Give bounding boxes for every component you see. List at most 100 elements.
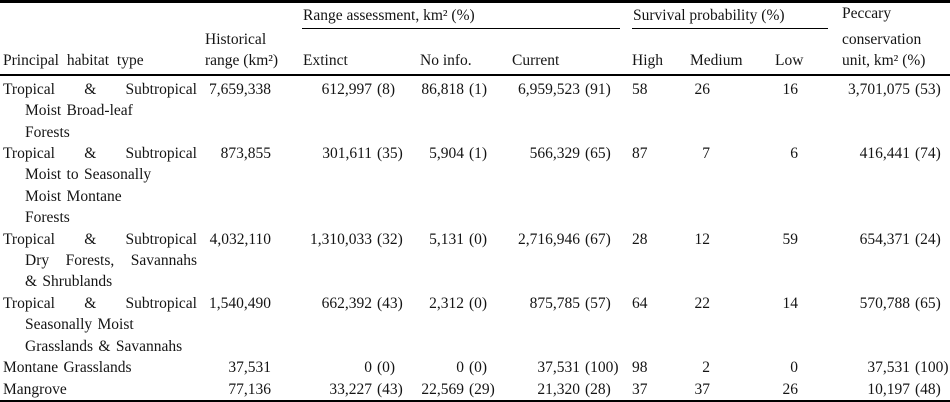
- habitat-cell: Mangrove: [0, 379, 200, 401]
- pcu-percent: (53): [915, 80, 941, 98]
- historical-range-cell: 77,136: [228, 380, 271, 398]
- header-historical-range: Historical range (km²): [200, 29, 278, 75]
- survival-medium-cell: 2: [702, 359, 710, 377]
- no-info-percent: (0): [469, 359, 488, 377]
- range-assessment-group-cell: Range assessment, km² (%): [278, 2, 624, 29]
- habitat-cell: Tropical & Subtropical Moist Broad-leaf …: [0, 75, 200, 143]
- current-value: 21,320: [537, 380, 580, 398]
- table-row-montane-grasslands: Montane Grasslands 37,531 0 (0) 0 (0) 37,5…: [0, 357, 950, 378]
- header-pcu: conservation unit, km² (%): [830, 29, 950, 75]
- no-info-cell: 0 (0): [414, 357, 500, 378]
- extinct-cell: 612,997 (8): [278, 75, 414, 143]
- range-assessment-group-label: Range assessment, km² (%): [302, 5, 620, 29]
- table-row-seasonally-moist-grasslands: Tropical & Subtropical Seasonally Moist …: [0, 293, 950, 357]
- survival-high-cell: 98: [632, 359, 648, 377]
- no-info-value: 5,904: [429, 145, 464, 163]
- header-high: High: [632, 52, 663, 70]
- table-header: Range assessment, km² (%) Survival proba…: [0, 2, 950, 75]
- table-row-moist-montane-forests: Tropical & Subtropical Moist to Seasonal…: [0, 143, 950, 229]
- habitat-cell: Tropical & Subtropical Dry Forests, Sava…: [0, 229, 200, 293]
- no-info-value: 86,818: [421, 80, 464, 98]
- no-info-percent: (0): [469, 294, 488, 312]
- no-info-percent: (1): [469, 145, 488, 163]
- header-medium: Medium: [690, 52, 743, 70]
- historical-range-cell: 4,032,110: [209, 230, 271, 248]
- habitat-line: Dry Forests, Savannahs: [25, 252, 197, 270]
- historical-header-line-1: Historical: [205, 31, 267, 48]
- habitat-line: Tropical & Subtropical: [3, 230, 197, 248]
- current-cell: 21,320 (28): [500, 379, 624, 401]
- current-value: 566,329: [529, 145, 580, 163]
- habitat-line: Seasonally Moist: [25, 316, 134, 334]
- historical-range-cell: 1,540,490: [209, 294, 271, 312]
- survival-medium-cell: 37: [694, 380, 711, 398]
- extinct-cell: 0 (0): [278, 357, 414, 378]
- habitat-line: Forests: [25, 123, 70, 141]
- pcu-value: 570,788: [859, 294, 911, 312]
- pcu-percent: (100): [915, 359, 949, 377]
- no-info-value: 0: [456, 359, 464, 377]
- historical-header-line-2: range (km²): [205, 52, 279, 70]
- survival-probability-group-label: Survival probability (%): [632, 5, 829, 29]
- pcu-percent: (48): [915, 380, 941, 398]
- pcu-percent: (65): [915, 294, 941, 312]
- survival-medium-cell: 22: [694, 294, 711, 312]
- habitat-line: Moist Broad-leaf: [25, 102, 133, 120]
- extinct-value: 612,997: [321, 80, 372, 98]
- current-percent: (91): [585, 80, 611, 98]
- habitat-cell: Tropical & Subtropical Moist to Seasonal…: [0, 143, 200, 229]
- survival-low-cell: 16: [782, 80, 799, 98]
- survival-low-cell: 6: [790, 145, 799, 163]
- pcu-percent: (24): [915, 230, 941, 248]
- header-low: Low: [775, 52, 804, 70]
- pcu-cell: 3,701,075 (53): [830, 75, 950, 143]
- survival-high-cell: 87: [632, 145, 648, 163]
- survival-high-cell: 64: [632, 294, 648, 312]
- pcu-cell: 37,531 (100): [830, 357, 950, 378]
- header-spacer: [200, 2, 278, 30]
- survival-medium-cell: 12: [694, 230, 711, 248]
- header-principal-habitat-type: Principal habitat type: [3, 52, 144, 70]
- current-percent: (57): [585, 294, 611, 312]
- habitat-line: Forests: [25, 209, 70, 227]
- historical-range-cell: 7,659,338: [209, 80, 271, 98]
- current-percent: (100): [585, 359, 619, 377]
- habitat-cell: Montane Grasslands: [0, 357, 200, 378]
- current-percent: (67): [585, 230, 611, 248]
- habitat-line: Montane Grasslands: [3, 359, 132, 377]
- extinct-cell: 33,227 (43): [278, 379, 414, 401]
- extinct-value: 1,310,033: [310, 230, 372, 248]
- extinct-percent: (8): [377, 80, 396, 98]
- extinct-percent: (0): [377, 359, 396, 377]
- extinct-cell: 301,611 (35): [278, 143, 414, 229]
- survival-medium-cell: 7: [702, 145, 710, 163]
- current-value: 2,716,946: [518, 230, 580, 248]
- pcu-cell: 416,441 (74): [830, 143, 950, 229]
- extinct-percent: (32): [377, 230, 403, 248]
- habitat-line: Tropical & Subtropical: [3, 294, 197, 312]
- pcu-cell: 10,197 (48): [830, 379, 950, 401]
- extinct-percent: (35): [377, 145, 403, 163]
- pcu-value: 654,371: [859, 230, 911, 248]
- pcu-header-line-2: conservation: [842, 31, 922, 48]
- extinct-value: 662,392: [321, 294, 372, 312]
- pcu-percent: (74): [915, 145, 941, 163]
- pcu-header-line-3: unit, km² (%): [842, 52, 926, 70]
- habitat-line: Tropical & Subtropical: [3, 145, 197, 163]
- no-info-cell: 86,818 (1): [414, 75, 500, 143]
- pcu-value: 37,531: [867, 359, 911, 377]
- no-info-percent: (29): [469, 380, 495, 398]
- no-info-cell: 22,569 (29): [414, 379, 500, 401]
- survival-probability-group-cell: Survival probability (%): [624, 2, 830, 29]
- pcu-value: 416,441: [859, 145, 911, 163]
- extinct-percent: (43): [377, 380, 403, 398]
- habitat-line: & Shrublands: [25, 273, 113, 291]
- table-row-moist-broadleaf-forests: Tropical & Subtropical Moist Broad-leaf …: [0, 75, 950, 143]
- habitat-line: Grasslands & Savannahs: [25, 337, 183, 355]
- no-info-cell: 5,904 (1): [414, 143, 500, 229]
- header-label-row: Principal habitat type Historical range …: [0, 29, 950, 75]
- header-group-row: Range assessment, km² (%) Survival proba…: [0, 2, 950, 30]
- no-info-cell: 2,312 (0): [414, 293, 500, 357]
- no-info-value: 2,312: [429, 294, 464, 312]
- current-value: 6,959,523: [518, 80, 580, 98]
